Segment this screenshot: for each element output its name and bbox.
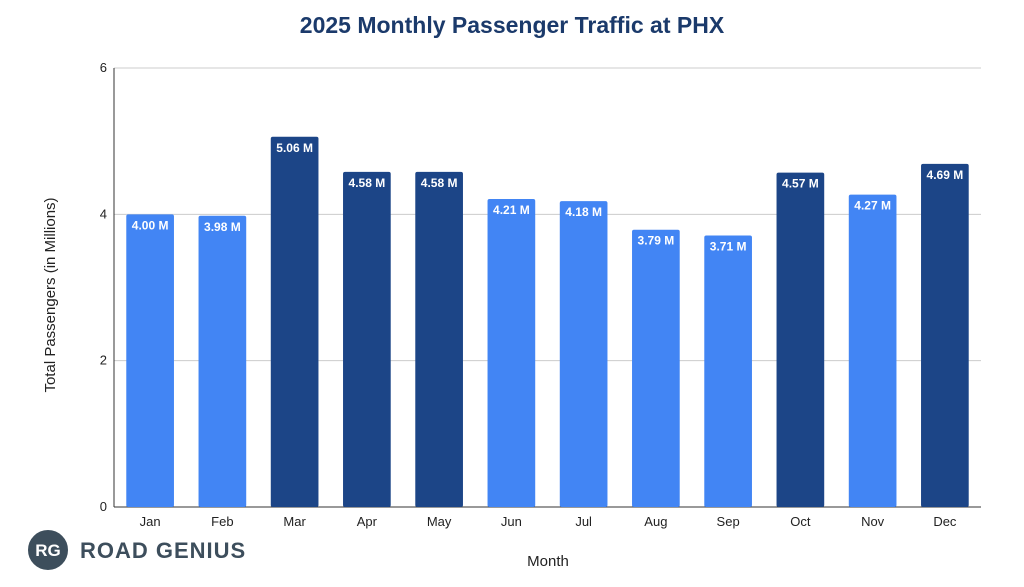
bar-group-jan: 4.00 M [126,214,174,508]
x-tick-label: Jul [575,514,592,529]
bar-data-label: 4.57 M [782,177,819,191]
bar-data-label: 3.71 M [710,240,747,254]
bar [848,194,897,507]
y-axis-title: Total Passengers (in Millions) [42,197,59,392]
y-tick-label: 0 [100,499,107,514]
bar [559,201,608,507]
road-genius-logo: RG ROAD GENIUS [26,528,246,572]
x-tick-label: Feb [211,514,233,529]
bar-data-label: 4.21 M [493,203,530,217]
bar [776,172,825,507]
bar [126,214,174,508]
bar-data-label: 4.18 M [565,205,602,219]
bar-data-label: 3.79 M [638,234,675,248]
gridlines [114,67,981,362]
bar-data-label: 5.06 M [276,141,313,155]
y-tick-label: 6 [100,60,107,75]
bar-group-dec: 4.69 M [921,163,969,507]
logo-badge [26,528,70,572]
x-tick-label: Nov [861,514,885,529]
bar-group-feb: 3.98 M [198,215,247,507]
y-axis-ticks: 0 2 4 6 [100,60,107,514]
bar-data-label: 4.69 M [927,168,964,182]
x-tick-label: Jun [501,514,522,529]
bar-group-jun: 4.21 M [487,198,536,508]
logo-badge-text: RG [35,541,61,560]
x-tick-label: Jan [140,514,161,529]
bar-data-label: 4.00 M [132,218,169,232]
chart-title: 2025 Monthly Passenger Traffic at PHX [300,12,725,38]
bar-group-oct: 4.57 M [776,172,825,507]
y-tick-label: 4 [100,206,107,221]
x-axis-title: Month [527,553,569,570]
bar-data-label: 4.58 M [421,176,458,190]
bar [270,136,319,507]
bar-data-label: 3.98 M [204,220,241,234]
bar-group-aug: 3.79 M [632,229,680,507]
x-tick-label: Dec [933,514,957,529]
x-tick-label: Aug [644,514,667,529]
x-tick-label: Oct [790,514,811,529]
bar [921,163,969,507]
x-tick-label: Mar [283,514,306,529]
bar [198,215,247,507]
bar [487,198,536,508]
x-tick-label: May [427,514,452,529]
x-tick-label: Apr [357,514,378,529]
x-axis-ticks: Jan Feb Mar Apr May Jun Jul Aug Sep Oct Nov Dec [140,514,957,529]
x-tick-label: Sep [717,514,740,529]
logo-text: ROAD GENIUS [80,538,246,563]
bar [415,171,463,507]
bar-data-label: 4.58 M [349,176,386,190]
bar-data-label: 4.27 M [854,199,891,213]
bar [343,171,391,507]
bar-group-may: 4.58 M [415,171,463,507]
bars: 4.00 M 3.98 M 5.06 M 4.58 M 4.58 M 4.21 M 4.18… [126,136,969,508]
bar-group-mar: 5.06 M [270,136,319,507]
y-tick-label: 2 [100,353,107,368]
bar-group-jul: 4.18 M [559,201,608,507]
bar-group-apr: 4.58 M [343,171,391,507]
bar-group-sep: 3.71 M [704,235,752,507]
bar [632,229,680,507]
bar [704,235,752,507]
bar-group-nov: 4.27 M [848,194,897,507]
